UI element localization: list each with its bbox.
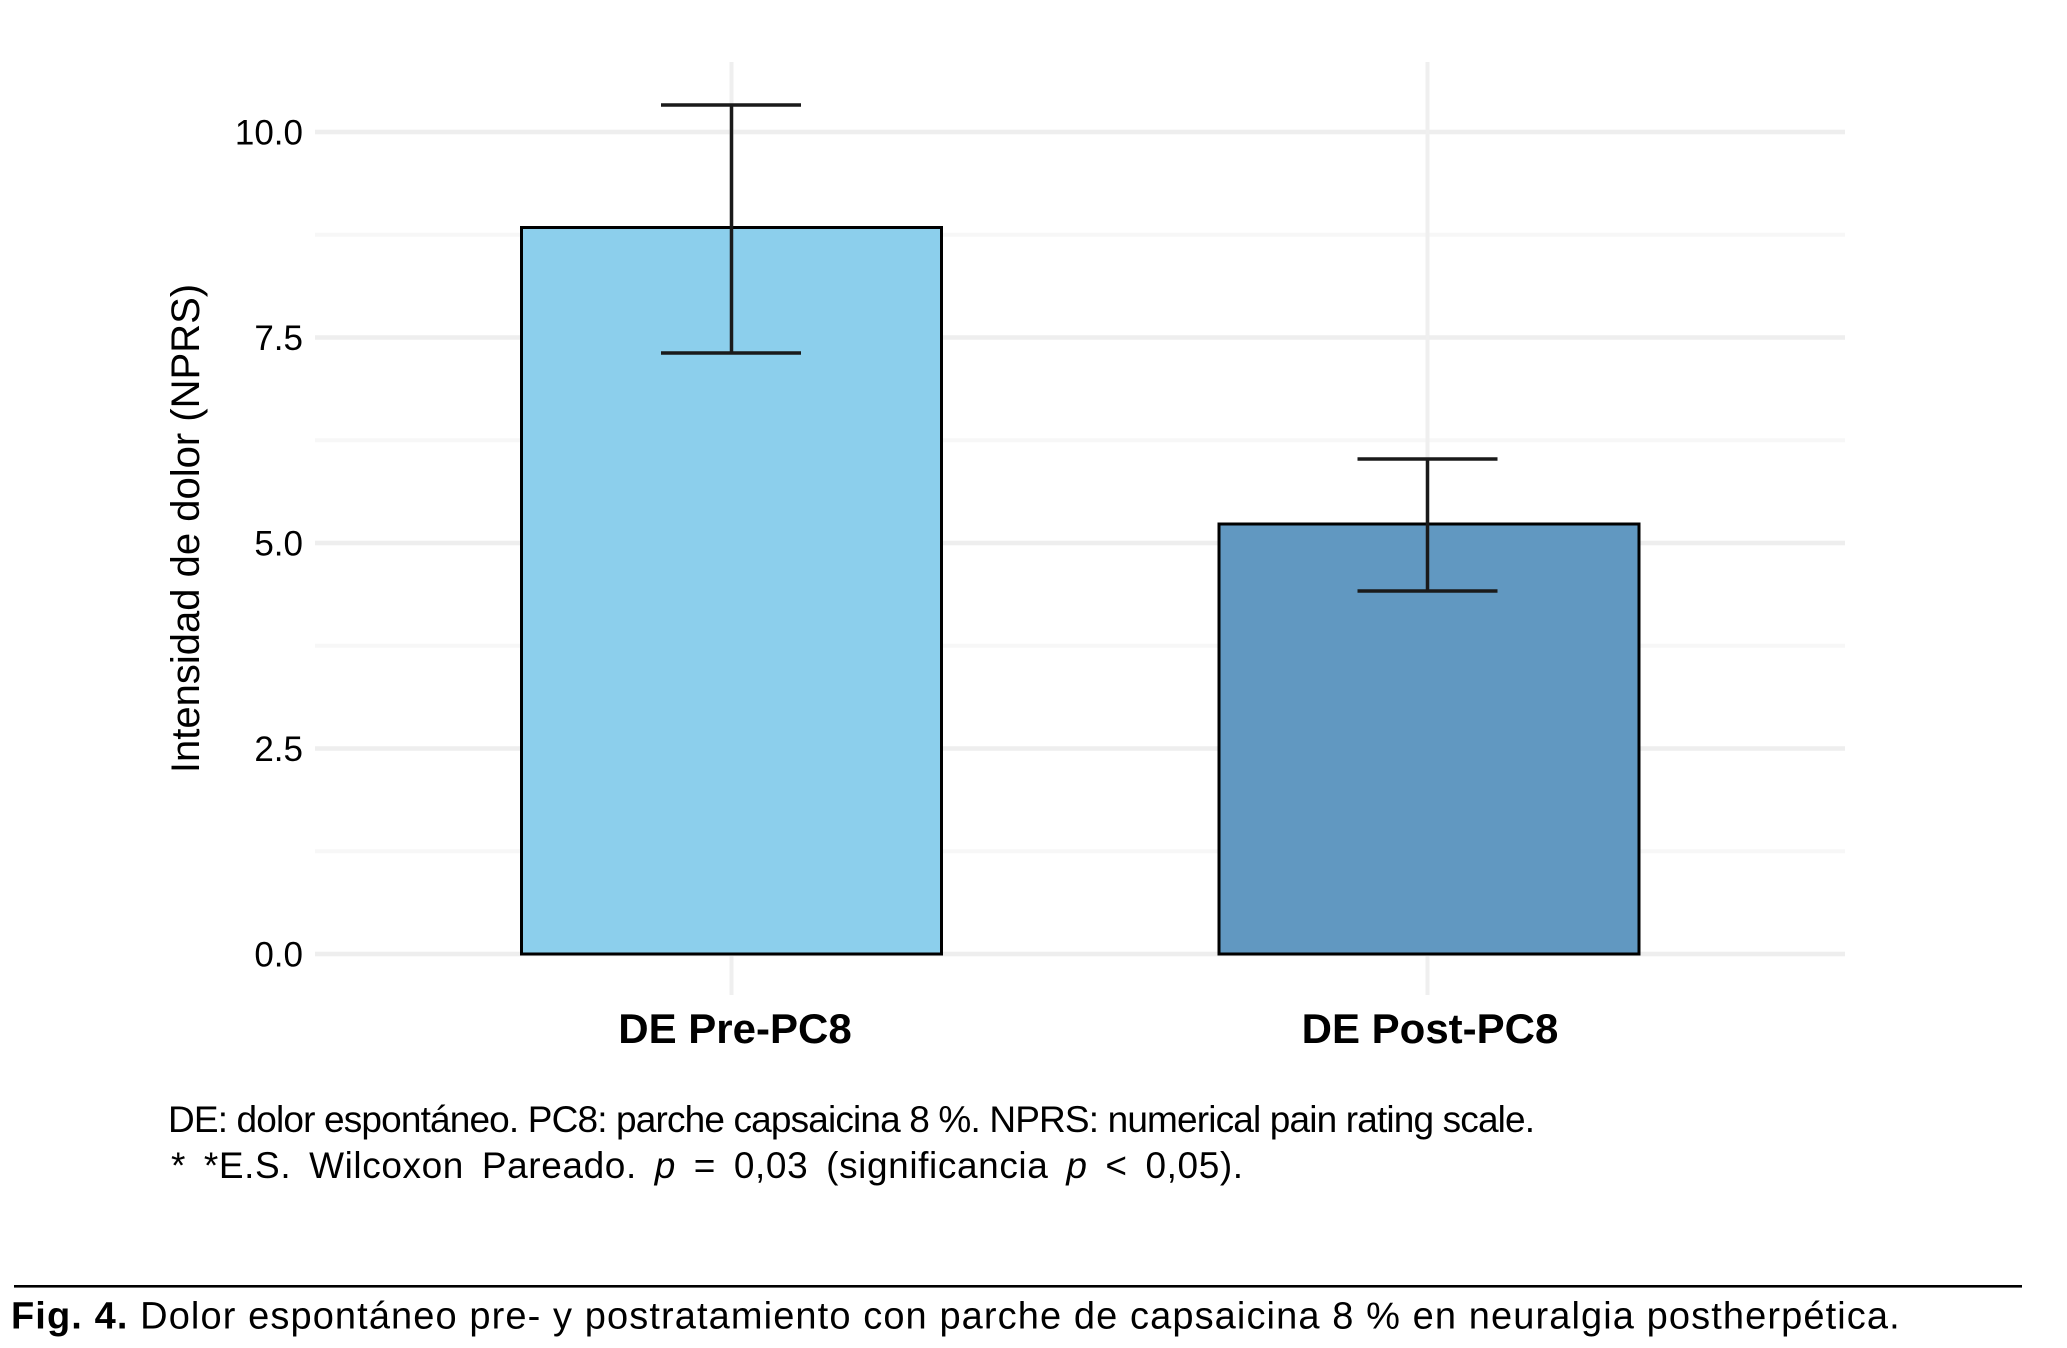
- svg-text:Fig. 4. Dolor espontáneo pre-: Fig. 4. Dolor espontáneo pre- y postrata…: [11, 1296, 1901, 1338]
- svg-text:Intensidad de dolor (NPRS): Intensidad de dolor (NPRS): [164, 284, 208, 773]
- svg-text:DE: dolor espontáneo. PC8: par: DE: dolor espontáneo. PC8: parche capsai…: [168, 1099, 1534, 1140]
- svg-text:* *E.S. Wilcoxon Pareado. p =: * *E.S. Wilcoxon Pareado. p = 0,03 (sign…: [171, 1145, 1244, 1186]
- svg-text:7.5: 7.5: [254, 319, 303, 358]
- svg-text:5.0: 5.0: [254, 525, 303, 564]
- svg-text:10.0: 10.0: [235, 114, 303, 153]
- svg-text:0.0: 0.0: [254, 936, 303, 975]
- svg-text:2.5: 2.5: [254, 730, 303, 769]
- svg-text:DE Post-PC8: DE Post-PC8: [1302, 1005, 1559, 1052]
- svg-text:DE Pre-PC8: DE Pre-PC8: [618, 1005, 851, 1052]
